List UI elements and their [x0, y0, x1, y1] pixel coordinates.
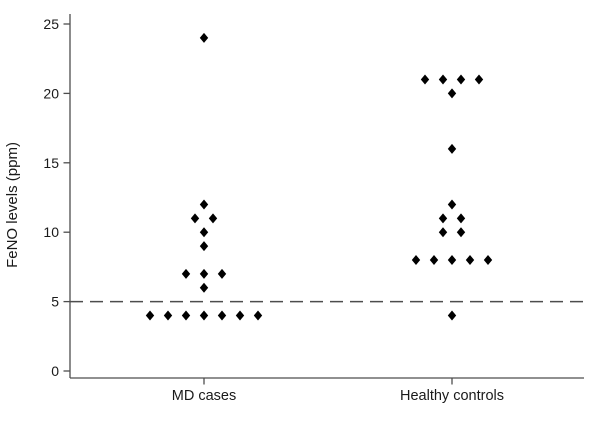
y-tick-label: 5	[51, 294, 59, 310]
x-category-label: MD cases	[172, 388, 236, 404]
data-point-diamond	[199, 227, 209, 238]
data-point-diamond	[199, 282, 209, 293]
data-point-diamond	[420, 74, 430, 85]
data-point-diamond	[438, 74, 448, 85]
x-category-label: Healthy controls	[400, 388, 504, 404]
data-point-diamond	[199, 268, 209, 279]
data-point-diamond	[253, 310, 263, 321]
data-point-diamond	[145, 310, 155, 321]
y-tick-label: 25	[43, 16, 59, 32]
data-point-diamond	[208, 213, 218, 224]
data-point-diamond	[181, 310, 191, 321]
y-tick-label: 20	[43, 85, 59, 101]
y-axis-label: FeNO levels (ppm)	[4, 142, 21, 268]
data-point-diamond	[217, 268, 227, 279]
y-tick-label: 0	[51, 363, 59, 379]
data-points	[145, 32, 493, 321]
data-point-diamond	[199, 199, 209, 210]
data-point-diamond	[199, 310, 209, 321]
data-point-diamond	[190, 213, 200, 224]
data-point-diamond	[456, 227, 466, 238]
data-point-diamond	[438, 227, 448, 238]
data-point-diamond	[447, 143, 457, 154]
data-point-diamond	[447, 254, 457, 265]
data-point-diamond	[199, 241, 209, 252]
data-point-diamond	[456, 213, 466, 224]
data-point-diamond	[456, 74, 466, 85]
data-point-diamond	[163, 310, 173, 321]
data-point-diamond	[217, 310, 227, 321]
data-point-diamond	[447, 310, 457, 321]
data-point-diamond	[235, 310, 245, 321]
data-point-diamond	[465, 254, 475, 265]
data-point-diamond	[429, 254, 439, 265]
y-tick-label: 15	[43, 155, 59, 171]
data-point-diamond	[438, 213, 448, 224]
data-point-diamond	[411, 254, 421, 265]
data-point-diamond	[474, 74, 484, 85]
data-point-diamond	[199, 32, 209, 43]
data-point-diamond	[181, 268, 191, 279]
data-point-diamond	[483, 254, 493, 265]
data-point-diamond	[447, 88, 457, 99]
axes: 0 5 10 15 20 25 MD cases Healthy controls	[43, 14, 584, 404]
data-point-diamond	[447, 199, 457, 210]
y-tick-label: 10	[43, 224, 59, 240]
